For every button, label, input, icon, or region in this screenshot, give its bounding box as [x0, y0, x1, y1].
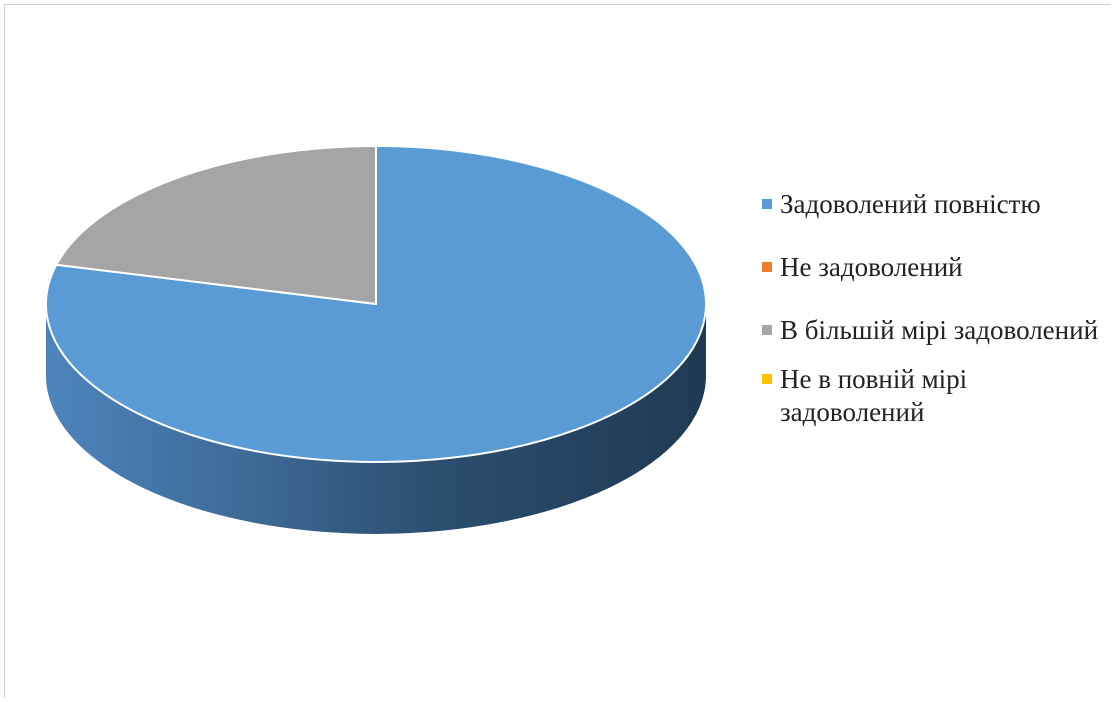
legend: Задоволений повністю Не задоволений В бі… — [762, 188, 1102, 445]
legend-item-ne-zadovolenyi: Не задоволений — [762, 251, 1102, 284]
legend-item-zadovolenyi-povnistiu: Задоволений повністю — [762, 188, 1102, 221]
legend-swatch — [762, 262, 772, 272]
legend-swatch — [762, 199, 772, 209]
legend-label: В більшій мірі задоволений — [780, 315, 1099, 345]
pie-side-wall — [46, 304, 706, 534]
pie-slice-2 — [55, 145, 377, 305]
legend-label: Задоволений повністю — [780, 189, 1041, 219]
legend-label: Не в повній мірі задоволений — [780, 364, 968, 427]
legend-item-ne-v-povnii-miri: Не в повній мірі задоволений — [762, 363, 1102, 429]
legend-label: Не задоволений — [780, 252, 963, 282]
chart-area — [4, 4, 1110, 698]
legend-swatch — [762, 374, 772, 384]
legend-swatch — [762, 325, 772, 335]
legend-item-v-bilshii-miri: В більшій мірі задоволений — [762, 314, 1102, 347]
